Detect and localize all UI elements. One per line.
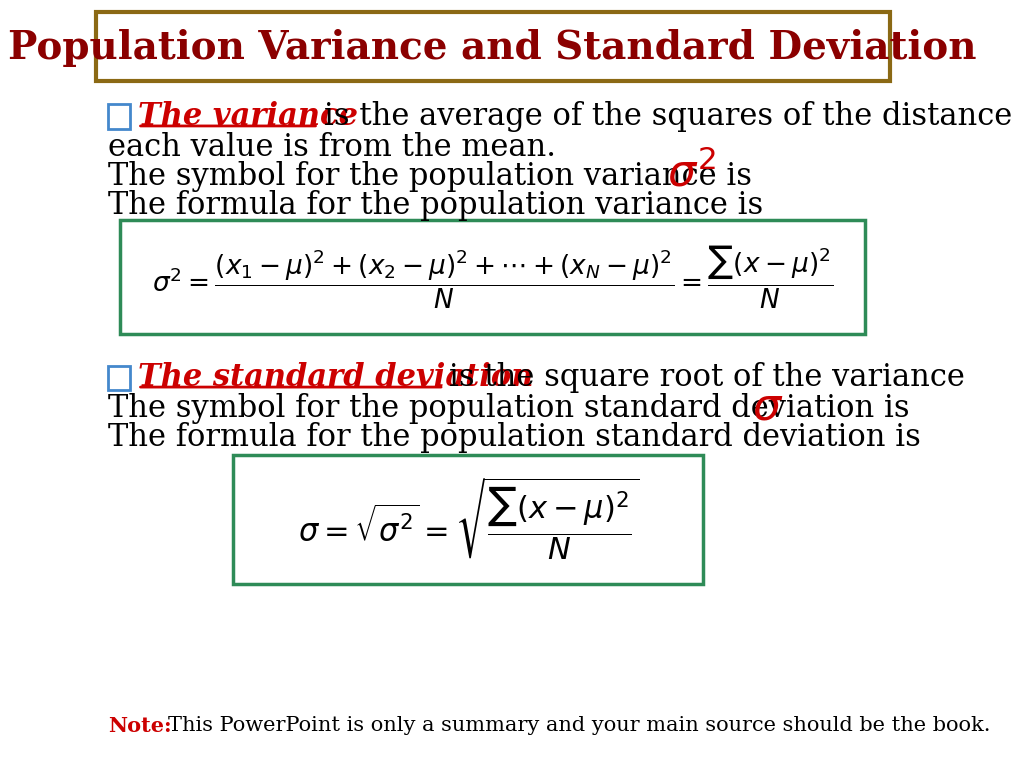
Text: The formula for the population variance is: The formula for the population variance … xyxy=(108,190,763,220)
Text: Note:: Note: xyxy=(108,716,171,736)
Text: Population Variance and Standard Deviation: Population Variance and Standard Deviati… xyxy=(8,28,977,67)
Text: is the average of the squares of the distance: is the average of the squares of the dis… xyxy=(324,101,1013,132)
FancyBboxPatch shape xyxy=(233,455,703,584)
Text: $\sigma$: $\sigma$ xyxy=(752,386,783,429)
Text: is the square root of the variance: is the square root of the variance xyxy=(449,362,965,393)
Text: This PowerPoint is only a summary and your main source should be the book.: This PowerPoint is only a summary and yo… xyxy=(169,717,991,735)
Text: The variance: The variance xyxy=(137,101,357,132)
Text: The symbol for the population variance is: The symbol for the population variance i… xyxy=(108,161,752,192)
FancyBboxPatch shape xyxy=(95,12,890,81)
Text: $\sigma^2$: $\sigma^2$ xyxy=(667,151,716,195)
Bar xyxy=(108,366,130,390)
FancyBboxPatch shape xyxy=(120,220,865,334)
Text: $\sigma^2 = \dfrac{(x_1-\mu)^2+(x_2-\mu)^2+\cdots+(x_N-\mu)^2}{N} = \dfrac{\sum(: $\sigma^2 = \dfrac{(x_1-\mu)^2+(x_2-\mu)… xyxy=(152,243,834,311)
Text: The standard deviation: The standard deviation xyxy=(137,362,534,393)
Text: The formula for the population standard deviation is: The formula for the population standard … xyxy=(108,422,921,453)
Text: each value is from the mean.: each value is from the mean. xyxy=(108,132,556,163)
Text: The symbol for the population standard deviation is: The symbol for the population standard d… xyxy=(108,393,909,424)
Text: $\sigma = \sqrt{\sigma^2} = \sqrt{\dfrac{\sum(x-\mu)^2}{N}}$: $\sigma = \sqrt{\sigma^2} = \sqrt{\dfrac… xyxy=(298,476,639,562)
Bar xyxy=(108,104,130,129)
